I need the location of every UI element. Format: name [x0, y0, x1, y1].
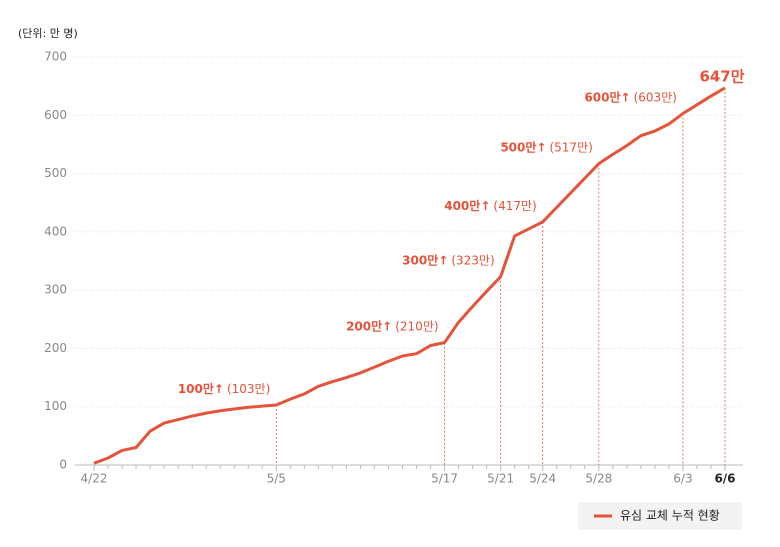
value-label: (603만) — [634, 90, 677, 104]
annotation: 500만↑ (517만) — [500, 139, 592, 154]
milestone-label: 600만↑ — [584, 89, 630, 104]
annotation: 200만↑ (210만) — [346, 318, 438, 333]
y-tick-label: 200 — [44, 341, 67, 355]
annotation: 400만↑ (417만) — [444, 197, 536, 212]
x-tick-label: 5/17 — [431, 472, 458, 486]
value-label: (103만) — [227, 381, 270, 395]
milestone-label: 100만↑ — [178, 380, 224, 395]
x-tick-label: 6/3 — [673, 472, 692, 486]
y-tick-label: 600 — [44, 108, 67, 122]
value-label: (517만) — [549, 140, 592, 154]
milestone-label: 200만↑ — [346, 318, 392, 333]
chart-subtitle: (단위: 만 명) — [18, 27, 78, 40]
y-tick-label: 700 — [44, 50, 67, 64]
x-tick-label: 5/21 — [487, 472, 514, 486]
x-tick-label: 5/24 — [529, 472, 556, 486]
series-line — [93, 86, 726, 465]
y-tick-label: 0 — [59, 458, 67, 472]
value-label: (210만) — [395, 319, 438, 333]
value-label: 647만 — [699, 67, 744, 85]
annotation: 600만↑ (603만) — [584, 89, 676, 104]
y-tick-label: 400 — [44, 224, 67, 238]
x-tick-label: 5/28 — [585, 472, 612, 486]
x-tick-label: 4/22 — [81, 472, 108, 486]
annotation: 100만↑ (103만) — [178, 380, 270, 395]
y-tick-label: 100 — [44, 399, 67, 413]
x-tick-label: 5/5 — [267, 472, 286, 486]
value-label: (323만) — [451, 253, 494, 267]
legend-label: 유심 교체 누적 현황 — [620, 509, 720, 523]
y-tick-label: 500 — [44, 166, 67, 180]
annotation: 300만↑ (323만) — [402, 252, 494, 267]
milestone-label: 300만↑ — [402, 252, 448, 267]
x-tick-label: 6/6 — [714, 472, 735, 486]
milestone-label: 400만↑ — [444, 197, 490, 212]
y-tick-label: 300 — [44, 283, 67, 297]
value-label: (417만) — [493, 198, 536, 212]
milestone-label: 500만↑ — [500, 139, 546, 154]
